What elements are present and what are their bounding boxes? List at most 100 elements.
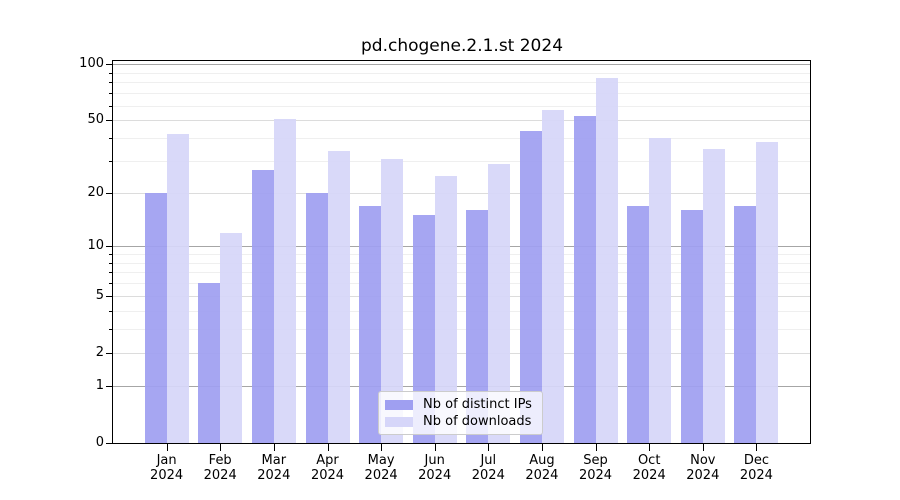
x-tick — [702, 444, 704, 451]
x-tick — [166, 444, 168, 451]
x-tick-label: Nov 2024 — [686, 453, 720, 483]
x-tick-label: Apr 2024 — [310, 453, 345, 483]
gridline-minor — [113, 138, 810, 140]
bar-downloads — [220, 232, 243, 443]
legend: Nb of distinct IPs Nb of downloads — [378, 391, 543, 435]
gridline-minor — [113, 310, 810, 312]
bar-distinct-ips — [734, 205, 757, 443]
y-minor-tick — [109, 272, 113, 274]
y-tick-label: 2 — [95, 344, 104, 360]
legend-swatch-distinct-ips-icon — [385, 399, 413, 410]
x-tick — [488, 444, 490, 451]
y-tick-label: 20 — [87, 185, 104, 201]
legend-item-distinct-ips: Nb of distinct IPs — [385, 396, 532, 413]
y-minor-tick — [109, 161, 113, 163]
x-tick-label: Feb 2024 — [203, 453, 237, 483]
y-minor-tick — [109, 254, 113, 255]
x-tick-label: Jun 2024 — [418, 453, 452, 483]
bar-downloads — [702, 148, 725, 443]
x-tick-label: Aug 2024 — [525, 453, 559, 483]
gridline-major — [113, 352, 810, 354]
y-tick-label: 0 — [95, 435, 104, 450]
gridline-minor — [113, 93, 810, 95]
gridline-major — [113, 120, 810, 122]
bar-downloads — [166, 134, 189, 443]
x-tick — [381, 444, 383, 451]
x-tick — [327, 444, 329, 451]
gridline-minor — [113, 161, 810, 163]
bar-distinct-ips — [573, 115, 596, 443]
chart-title: pd.chogene.2.1.st 2024 — [360, 36, 564, 56]
x-tick-label: Jan 2024 — [150, 453, 184, 483]
x-tick — [220, 444, 222, 451]
y-minor-tick — [109, 283, 113, 285]
bar-distinct-ips — [466, 210, 489, 443]
x-tick-label: Sep 2024 — [578, 453, 613, 483]
x-tick-label: Oct 2024 — [632, 453, 666, 483]
y-tick-label: 5 — [95, 287, 104, 303]
y-minor-tick — [109, 82, 113, 84]
y-minor-tick — [109, 138, 113, 140]
x-tick-label: Dec 2024 — [739, 453, 773, 483]
legend-item-downloads: Nb of downloads — [385, 413, 532, 430]
x-tick — [273, 444, 275, 451]
bar-distinct-ips — [412, 215, 435, 443]
bar-downloads — [488, 163, 511, 443]
plot-area — [112, 60, 811, 444]
bar-downloads — [595, 78, 618, 443]
y-tick — [106, 386, 113, 388]
x-tick — [649, 444, 651, 451]
gridline-major — [113, 295, 810, 297]
y-tick — [106, 246, 113, 248]
bar-downloads — [541, 109, 564, 443]
legend-label-downloads: Nb of downloads — [423, 413, 532, 429]
y-minor-tick — [109, 72, 113, 74]
y-minor-tick — [109, 310, 113, 312]
x-tick — [434, 444, 436, 451]
gridline-minor — [113, 272, 810, 274]
gridline-minor — [113, 72, 810, 74]
y-tick — [106, 64, 113, 66]
gridline-minor — [113, 82, 810, 84]
y-minor-tick — [109, 93, 113, 95]
gridline-major — [113, 246, 810, 248]
legend-swatch-downloads-icon — [385, 416, 413, 427]
x-tick — [595, 444, 597, 451]
bar-downloads — [649, 138, 672, 443]
y-minor-tick — [109, 262, 113, 264]
y-minor-tick — [109, 329, 113, 331]
bar-downloads — [273, 118, 296, 443]
gridline-major — [113, 193, 810, 195]
y-tick — [106, 120, 113, 122]
bar-distinct-ips — [519, 130, 542, 443]
bar-downloads — [381, 158, 404, 443]
gridline-minor — [113, 262, 810, 264]
y-tick-label: 1 — [95, 378, 104, 394]
gridline-minor — [113, 329, 810, 331]
bar-distinct-ips — [627, 205, 650, 443]
bar-distinct-ips — [198, 283, 221, 443]
bar-downloads — [434, 175, 457, 443]
bar-distinct-ips — [680, 210, 703, 443]
y-tick-label: 100 — [79, 56, 104, 72]
y-minor-tick — [109, 105, 113, 107]
bar-downloads — [756, 142, 779, 443]
bar-distinct-ips — [251, 169, 274, 443]
bar-distinct-ips — [144, 193, 167, 443]
x-tick-label: May 2024 — [364, 453, 398, 483]
gridline-major — [113, 64, 810, 66]
y-tick — [106, 443, 113, 444]
bar-distinct-ips — [359, 205, 382, 443]
y-tick — [106, 352, 113, 354]
x-tick-label: Jul 2024 — [471, 453, 505, 483]
y-tick — [106, 193, 113, 195]
gridline-minor — [113, 105, 810, 107]
gridline-minor — [113, 254, 810, 255]
gridline-minor — [113, 283, 810, 285]
bar-distinct-ips — [305, 193, 328, 443]
y-tick-label: 50 — [87, 112, 104, 128]
gridline-major — [113, 386, 810, 388]
legend-label-distinct-ips: Nb of distinct IPs — [423, 396, 532, 412]
x-tick — [541, 444, 543, 451]
y-tick — [106, 295, 113, 297]
